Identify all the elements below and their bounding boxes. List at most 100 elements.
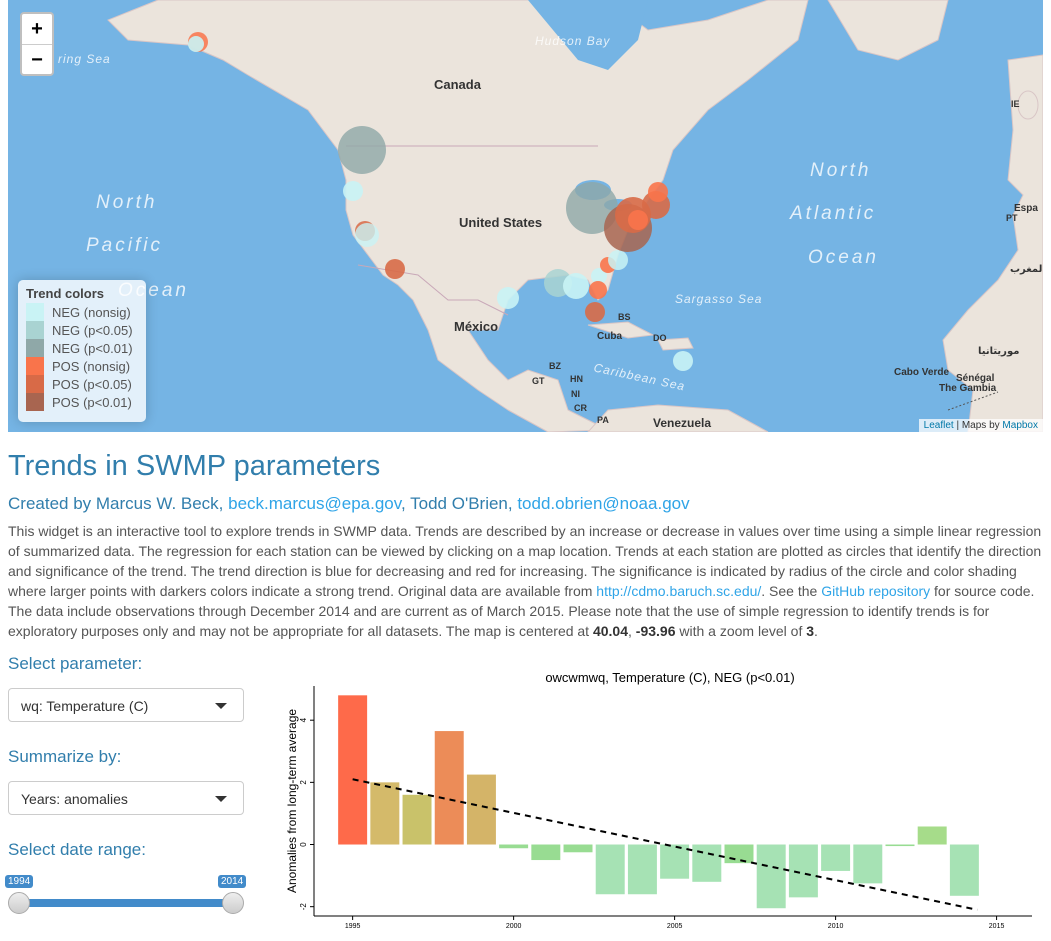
legend-item: NEG (p<0.01) xyxy=(26,339,138,357)
date-range-end-handle[interactable] xyxy=(222,892,244,914)
legend-label: POS (nonsig) xyxy=(52,358,131,374)
email-link-beck[interactable]: beck.marcus@epa.gov xyxy=(228,494,401,513)
trend-chart: owcwmwq, Temperature (C), NEG (p<0.01) A… xyxy=(285,670,1032,930)
label-pt: PT xyxy=(1006,213,1018,223)
summarize-select[interactable]: Years: anomalies xyxy=(8,781,244,815)
byline-mid: , Todd O'Brien, xyxy=(401,494,518,513)
label-senegal: Sénégal xyxy=(956,373,995,384)
date-range-start-handle[interactable] xyxy=(8,892,30,914)
label-espa: Espa xyxy=(1014,203,1038,214)
chart-bar-1997 xyxy=(402,794,432,845)
label-sargasso-sea: Sargasso Sea xyxy=(675,292,763,306)
label-north-atlantic-3: Ocean xyxy=(808,247,879,268)
label-north-atlantic-1: North xyxy=(810,160,872,181)
caret-down-icon xyxy=(215,703,227,709)
label-venezuela: Venezuela xyxy=(653,416,712,430)
summarize-label: Summarize by: xyxy=(8,747,122,766)
leaflet-link[interactable]: Leaflet xyxy=(923,420,954,431)
page-title: Trends in SWMP parameters xyxy=(8,450,381,482)
zoom-level: 3 xyxy=(806,623,815,639)
email-link-obrien[interactable]: todd.obrien@noaa.gov xyxy=(517,494,690,513)
legend-item: POS (nonsig) xyxy=(26,357,138,375)
legend-swatch xyxy=(26,357,44,375)
label-gambia: The Gambia xyxy=(939,383,997,394)
legend-title: Trend colors xyxy=(26,286,105,301)
chart-bars xyxy=(338,695,979,909)
summarize-value: Years: anomalies xyxy=(21,791,128,807)
label-ni: NI xyxy=(571,389,580,399)
chart-bar-1996 xyxy=(370,782,400,845)
github-link[interactable]: GitHub repository xyxy=(821,583,931,599)
legend-swatch xyxy=(26,303,44,321)
label-canada: Canada xyxy=(434,77,481,92)
zoom-out-button[interactable]: − xyxy=(22,44,52,74)
byline: Created by Marcus W. Beck, beck.marcus@e… xyxy=(8,494,690,514)
chart-bar-2005 xyxy=(660,844,690,879)
label-bz: BZ xyxy=(549,361,561,371)
chart-bar-2006 xyxy=(692,844,722,882)
label-hudson-bay: Hudson Bay xyxy=(535,34,611,48)
chart-bar-2008 xyxy=(756,844,786,909)
label-north-atlantic-2: Atlantic xyxy=(790,203,877,224)
attribution-sep: | Maps by xyxy=(953,420,1003,431)
chart-ytick-label: 2 xyxy=(299,780,308,785)
mapbox-link[interactable]: Mapbox xyxy=(1002,420,1038,431)
label-ie: IE xyxy=(1011,99,1020,109)
label-cr: CR xyxy=(574,403,587,413)
label-mauritania: موريتانيا xyxy=(978,346,1020,357)
chart-bar-2004 xyxy=(627,844,657,895)
chart-bar-2001 xyxy=(531,844,561,861)
label-morocco: المغرب xyxy=(1010,264,1043,275)
desc-part-3: for source code. The data include observ… xyxy=(8,583,1035,639)
chart-xtick-label: 1995 xyxy=(345,923,361,930)
daterange-label: Select date range: xyxy=(8,840,146,859)
chart-ytick-label: 0 xyxy=(299,842,308,847)
chart-title: owcwmwq, Temperature (C), NEG (p<0.01) xyxy=(545,670,794,685)
label-do: DO xyxy=(653,333,667,343)
chart-bar-2002 xyxy=(563,844,593,853)
label-pa: PA xyxy=(597,415,609,425)
chart-xtick-label: 2010 xyxy=(828,923,844,930)
chart-axes: -2 0 2 4 1995 2000 2005 2010 2015 xyxy=(299,686,1032,930)
legend-label: NEG (p<0.05) xyxy=(52,322,133,338)
parameter-label: Select parameter: xyxy=(8,654,143,673)
legend-swatch xyxy=(26,393,44,411)
legend-item: NEG (p<0.05) xyxy=(26,321,138,339)
chart-bar-2009 xyxy=(788,844,818,898)
chart-bar-1998 xyxy=(434,731,464,845)
byline-prefix: Created by Marcus W. Beck, xyxy=(8,494,229,513)
legend-label: NEG (nonsig) xyxy=(52,304,131,320)
cdmo-link[interactable]: http://cdmo.baruch.sc.edu/ xyxy=(596,583,762,599)
legend-item: POS (p<0.05) xyxy=(26,375,138,393)
desc-part-1: This widget is an interactive tool to ex… xyxy=(8,523,1042,599)
zoom-in-button[interactable]: + xyxy=(31,18,43,40)
trend-legend: Trend colors NEG (nonsig) NEG (p<0.05) NEG… xyxy=(18,280,146,422)
center-lon: -93.96 xyxy=(635,623,676,639)
label-bering-sea: ring Sea xyxy=(58,52,111,66)
chart-bar-2013 xyxy=(917,826,947,845)
chart-xtick-label: 2015 xyxy=(989,923,1005,930)
chart-bar-1995 xyxy=(338,695,368,845)
chart-bar-2014 xyxy=(949,844,979,896)
chart-xtick-label: 2005 xyxy=(667,923,683,930)
chart-bar-2003 xyxy=(595,844,625,895)
legend-item: POS (p<0.01) xyxy=(26,393,138,411)
desc-part-2: . See the xyxy=(761,583,822,599)
parameter-select[interactable]: wq: Temperature (C) xyxy=(8,688,244,722)
legend-swatch xyxy=(26,339,44,357)
chart-bar-2010 xyxy=(821,844,851,871)
legend-swatch xyxy=(26,321,44,339)
caret-down-icon xyxy=(215,796,227,802)
map-attribution: Leaflet | Maps by Mapbox xyxy=(918,419,1043,432)
legend-label: POS (p<0.01) xyxy=(52,394,132,410)
chart-ylabel: Anomalies from long-term average xyxy=(285,709,299,893)
legend-swatch xyxy=(26,375,44,393)
label-cabo-verde: Cabo Verde xyxy=(894,367,950,378)
desc-comma: , xyxy=(628,623,636,639)
legend-item: NEG (nonsig) xyxy=(26,303,138,321)
trend-map[interactable]: + − ring Sea Hudson Bay Canada United St… xyxy=(8,0,1043,432)
description: This widget is an interactive tool to ex… xyxy=(8,521,1043,641)
chart-bar-2007 xyxy=(724,844,754,864)
station-markers xyxy=(188,32,693,371)
date-range-slider-track[interactable] xyxy=(19,899,233,907)
